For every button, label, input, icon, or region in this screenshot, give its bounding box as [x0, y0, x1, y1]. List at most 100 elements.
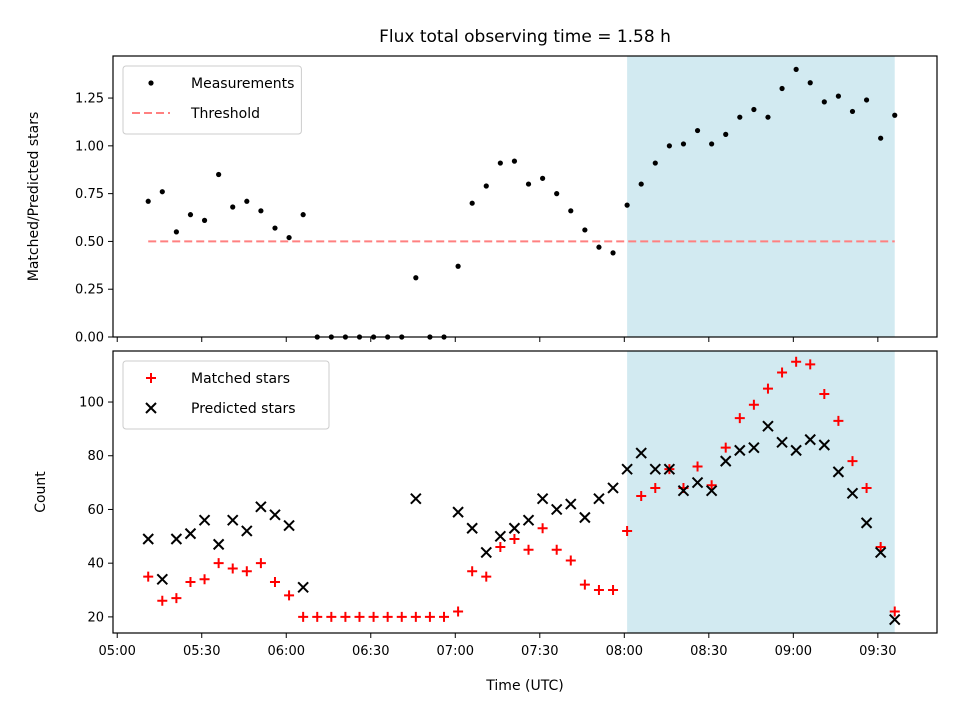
- data-point: [170, 533, 183, 545]
- data-point: [762, 383, 773, 394]
- data-point: [272, 225, 278, 231]
- x-tick-label: 08:00: [606, 644, 643, 659]
- data-point: [652, 160, 658, 166]
- legend-label: Predicted stars: [191, 401, 296, 417]
- data-point: [187, 212, 194, 218]
- legend-label: Threshold: [190, 106, 260, 122]
- data-point: [198, 514, 211, 526]
- data-point: [396, 611, 407, 622]
- data-point: [734, 444, 746, 457]
- data-point: [255, 501, 267, 513]
- data-point: [875, 542, 886, 553]
- data-point: [143, 571, 154, 582]
- data-point: [340, 611, 351, 622]
- legend-marker: [148, 80, 154, 86]
- data-point: [821, 99, 827, 105]
- data-point: [258, 208, 264, 214]
- data-point: [777, 367, 788, 378]
- data-point: [469, 200, 475, 206]
- data-point: [297, 581, 309, 594]
- data-point: [410, 493, 422, 505]
- data-point: [255, 558, 266, 569]
- chart-title: Flux total observing time = 1.58 h: [379, 27, 671, 47]
- data-point: [860, 517, 873, 529]
- data-point: [511, 158, 518, 164]
- data-point: [762, 420, 774, 432]
- y-tick-label: 20: [87, 610, 104, 625]
- data-point: [452, 506, 464, 518]
- x-tick-label: 07:00: [437, 644, 474, 659]
- data-point: [173, 229, 179, 235]
- data-point: [610, 250, 616, 256]
- data-point: [607, 482, 619, 494]
- x-axis-label: Time (UTC): [485, 678, 563, 694]
- series-measurements: [145, 66, 898, 340]
- data-point: [410, 611, 421, 622]
- data-point: [805, 359, 816, 370]
- data-point: [636, 491, 647, 502]
- data-point: [455, 263, 461, 269]
- data-point: [184, 527, 197, 540]
- data-point: [889, 606, 900, 617]
- legend-label: Matched stars: [191, 371, 290, 387]
- legend-marker: [146, 373, 156, 383]
- x-tick-label: 05:00: [98, 644, 135, 659]
- data-point: [565, 498, 577, 510]
- legend-label: Measurements: [191, 76, 294, 92]
- data-point: [776, 436, 788, 449]
- data-point: [413, 275, 419, 281]
- data-point: [241, 566, 252, 577]
- data-point: [765, 114, 771, 120]
- data-point: [497, 160, 503, 166]
- data-point: [467, 566, 478, 577]
- data-point: [624, 202, 630, 208]
- data-point: [216, 171, 222, 178]
- data-point: [835, 93, 842, 99]
- data-point: [720, 442, 731, 453]
- x-tick-label: 06:00: [268, 644, 305, 659]
- x-tick-label: 07:30: [521, 644, 558, 659]
- x-tick-label: 09:00: [775, 644, 812, 659]
- data-point: [638, 181, 644, 187]
- data-point: [326, 611, 337, 622]
- data-point: [230, 204, 236, 210]
- data-point: [737, 114, 743, 120]
- y-tick-label: 0.50: [75, 235, 104, 250]
- data-point: [663, 463, 676, 475]
- data-point: [709, 141, 715, 147]
- data-point: [874, 546, 887, 559]
- data-point: [748, 441, 760, 454]
- data-point: [878, 135, 884, 141]
- data-point: [145, 198, 151, 204]
- data-point: [833, 415, 844, 426]
- data-point: [283, 519, 295, 532]
- y-axis-label: Count: [33, 471, 49, 513]
- y-tick-label: 0.25: [75, 283, 104, 298]
- data-point: [354, 611, 365, 622]
- data-point: [241, 525, 253, 537]
- x-tick-label: 09:30: [859, 644, 896, 659]
- data-point: [480, 546, 492, 559]
- data-point: [269, 509, 281, 521]
- data-point: [847, 456, 858, 467]
- data-point: [522, 514, 535, 526]
- data-point: [536, 493, 549, 505]
- data-point: [650, 482, 661, 493]
- data-point: [819, 388, 830, 399]
- legend: Matched stars Predicted stars: [122, 360, 330, 430]
- data-point: [298, 611, 309, 622]
- data-point: [621, 463, 633, 475]
- data-point: [608, 585, 619, 596]
- highlight-span: [627, 56, 895, 337]
- data-point: [312, 611, 323, 622]
- data-point: [201, 217, 208, 223]
- data-point: [582, 227, 588, 233]
- legend-marker: [145, 402, 157, 414]
- y-axis-label: Matched/Predicted stars: [26, 112, 42, 282]
- data-point: [227, 563, 238, 574]
- legend-box: [122, 360, 330, 430]
- y-tick-label: 0.00: [75, 331, 104, 346]
- data-point: [793, 66, 799, 72]
- data-point: [846, 487, 859, 500]
